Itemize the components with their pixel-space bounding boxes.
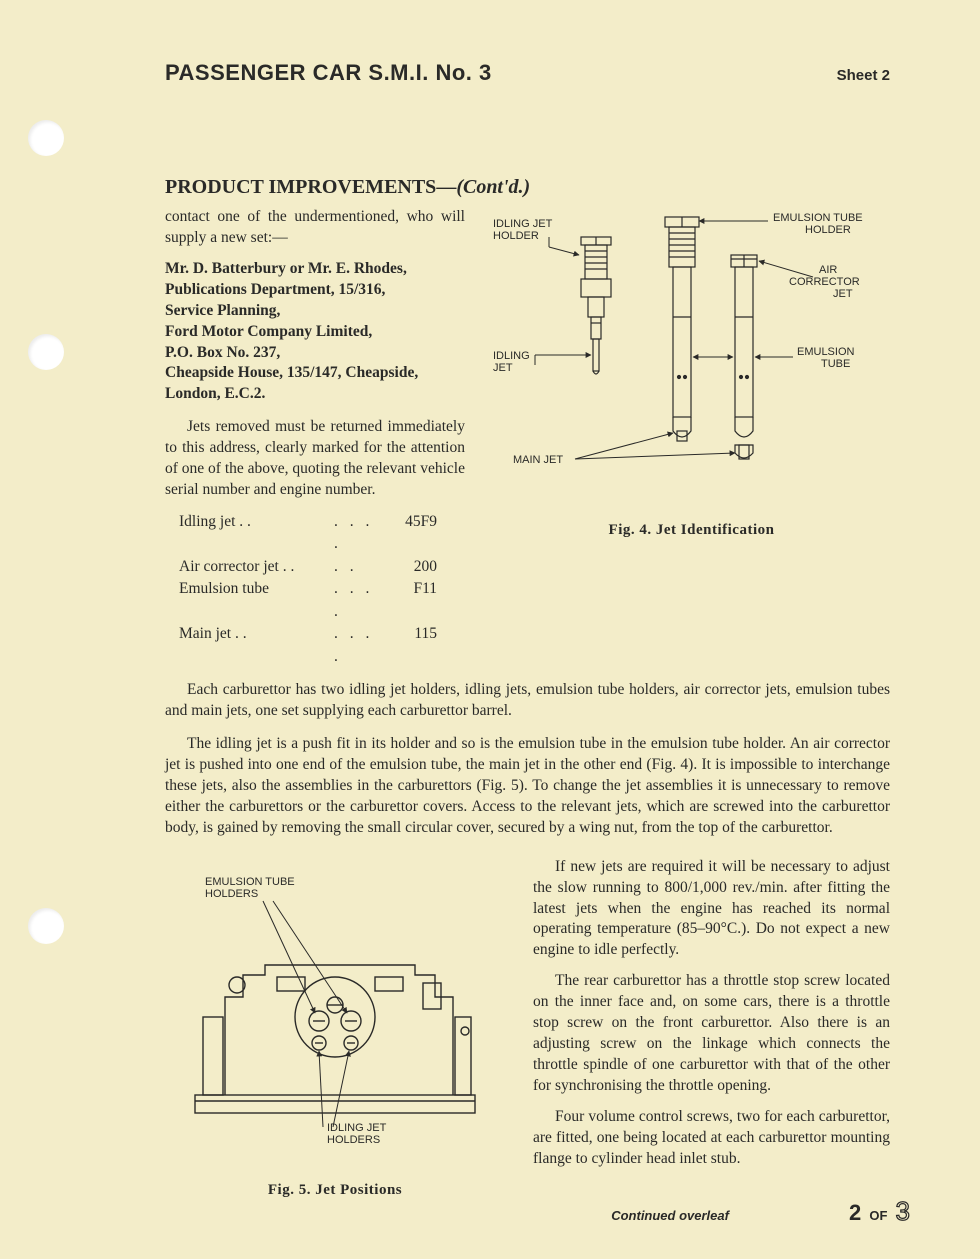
jet-label: Idling jet . . (179, 511, 334, 556)
address-line: Ford Motor Company Limited, (165, 322, 465, 343)
address-line: Cheapside House, 135/147, Cheapside, (165, 363, 465, 384)
fig4-label-idling-jet-holder: IDLING JET (493, 218, 553, 230)
address-line: London, E.C.2. (165, 384, 465, 405)
fig4-label-air-corrector-2: CORRECTOR (789, 276, 860, 288)
section-contd: (Cont'd.) (456, 176, 530, 198)
address-line: P.O. Box No. 237, (165, 343, 465, 364)
figure-5-diagram: EMULSION TUBE HOLDERS IDLING JET HOLDERS (165, 857, 505, 1167)
fig5-label-idling-holders-2: HOLDERS (327, 1134, 380, 1146)
fig4-label-emulsion-tube-holder-2: HOLDER (805, 224, 851, 236)
jet-dots: . . . . (334, 623, 389, 668)
fig4-label-main-jet: MAIN JET (513, 454, 563, 466)
body-paragraph-1: Each carburettor has two idling jet hold… (165, 680, 890, 722)
punch-hole (28, 120, 64, 156)
fig5-label-emulsion-holders: EMULSION TUBE (205, 876, 295, 888)
header-sheet: Sheet 2 (837, 67, 890, 84)
right-paragraph-1: If new jets are required it will be nece… (533, 857, 890, 962)
page-header: PASSENGER CAR S.M.I. No. 3 Sheet 2 (165, 60, 890, 86)
jet-dots: . . . . (334, 578, 389, 623)
right-paragraph-2: The rear carburettor has a throttle stop… (533, 971, 890, 1097)
address-line: Service Planning, (165, 301, 465, 322)
table-row: Emulsion tube . . . . F11 (179, 578, 465, 623)
fig5-label-emulsion-holders-2: HOLDERS (205, 888, 258, 900)
address-line: Publications Department, 15/316, (165, 280, 465, 301)
fig4-label-emulsion-tube: EMULSION (797, 346, 855, 358)
jet-label: Air corrector jet . . (179, 556, 334, 578)
upper-two-column: contact one of the undermentioned, who w… (165, 207, 890, 668)
body-paragraph-2: The idling jet is a push fit in its hold… (165, 734, 890, 839)
figure-4-container: IDLING JET HOLDER IDLING JET MAIN JET EM… (493, 207, 890, 668)
intro-text: contact one of the undermentioned, who w… (165, 207, 465, 249)
page-footer: Continued overleaf 2 OF 3 (165, 1196, 910, 1227)
jet-dots: . . . . (334, 511, 389, 556)
jet-value: 115 (389, 623, 437, 668)
jet-label: Emulsion tube (179, 578, 334, 623)
jet-dots: . . (334, 556, 389, 578)
table-row: Idling jet . . . . . . 45F9 (179, 511, 465, 556)
fig4-label-air-corrector-3: JET (833, 288, 853, 300)
fig5-label-idling-holders: IDLING JET (327, 1122, 387, 1134)
table-row: Air corrector jet . . . . 200 (179, 556, 465, 578)
header-title: PASSENGER CAR S.M.I. No. 3 (165, 60, 492, 86)
figure-4-caption: Fig. 4. Jet Identification (493, 522, 890, 539)
page-total: 3 (896, 1196, 910, 1226)
right-paragraph-3: Four volume control screws, two for each… (533, 1107, 890, 1170)
fig4-label-air-corrector: AIR (819, 264, 837, 276)
punch-hole (28, 334, 64, 370)
continued-overleaf: Continued overleaf (611, 1208, 729, 1223)
address-line: Mr. D. Batterbury or Mr. E. Rhodes, (165, 259, 465, 280)
lower-right-column: If new jets are required it will be nece… (533, 857, 890, 1199)
jet-value: F11 (389, 578, 437, 623)
figure-5-container: EMULSION TUBE HOLDERS IDLING JET HOLDERS… (165, 857, 505, 1199)
document-page: PASSENGER CAR S.M.I. No. 3 Sheet 2 PRODU… (0, 0, 980, 1259)
fig4-label-idling-jet-holder-2: HOLDER (493, 230, 539, 242)
jet-label: Main jet . . (179, 623, 334, 668)
fig4-label-idling-jet-2: JET (493, 362, 513, 374)
section-dash: — (436, 176, 456, 198)
jet-value: 45F9 (389, 511, 437, 556)
jet-specification-table: Idling jet . . . . . . 45F9 Air correcto… (179, 511, 465, 668)
table-row: Main jet . . . . . . 115 (179, 623, 465, 668)
page-of: OF (869, 1208, 887, 1223)
fig4-label-emulsion-tube-holder: EMULSION TUBE (773, 212, 863, 224)
upper-left-column: contact one of the undermentioned, who w… (165, 207, 465, 668)
page-number: 2 OF 3 (849, 1196, 910, 1227)
section-heading: PRODUCT IMPROVEMENTS—(Cont'd.) (165, 176, 890, 199)
figure-4-diagram: IDLING JET HOLDER IDLING JET MAIN JET EM… (493, 207, 873, 507)
page-current: 2 (849, 1200, 861, 1225)
lower-two-column: EMULSION TUBE HOLDERS IDLING JET HOLDERS… (165, 857, 890, 1199)
return-paragraph: Jets removed must be returned immediatel… (165, 417, 465, 501)
punch-hole (28, 908, 64, 944)
section-title: PRODUCT IMPROVEMENTS (165, 176, 436, 198)
fig4-label-emulsion-tube-2: TUBE (821, 358, 850, 370)
address-block: Mr. D. Batterbury or Mr. E. Rhodes, Publ… (165, 259, 465, 405)
jet-value: 200 (389, 556, 437, 578)
fig4-label-idling-jet: IDLING (493, 350, 530, 362)
